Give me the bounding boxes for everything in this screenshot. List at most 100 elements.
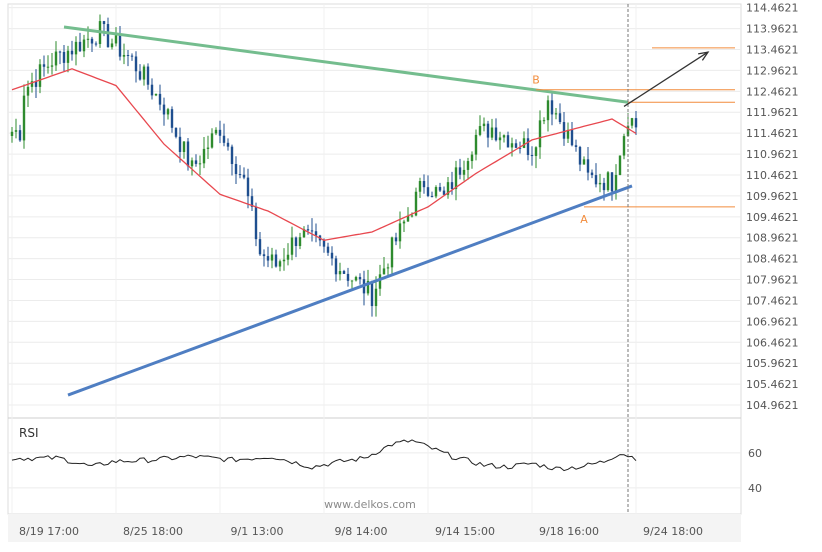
candle-body [42,64,46,67]
candle-body [550,100,554,115]
y-tick-label: 111.9621 [746,106,799,119]
candle-body [410,215,414,217]
candle-body [430,196,434,198]
candle-body [634,118,638,128]
candle-body [150,84,154,96]
candle-body [306,229,310,231]
candle-body [538,120,542,148]
candle-body [386,267,390,269]
candle-body [470,154,474,162]
candle-body [34,81,38,87]
candle-body [294,237,298,247]
candle-body [390,237,394,268]
candle-body [82,39,86,52]
candle-body [206,147,210,149]
y-tick-label: 106.4621 [746,336,799,349]
candle-body [594,175,598,185]
candle-body [26,86,30,96]
candle-body [194,160,198,164]
candle-body [230,146,234,165]
candle-body [126,55,130,57]
candle-body [510,143,514,148]
y-tick-label: 107.9621 [746,274,799,287]
candle-body [246,177,250,197]
candle-body [570,129,574,146]
candle-body [426,187,430,197]
candle-body [382,268,386,275]
y-tick-label: 104.9621 [746,399,799,412]
candle-body [502,135,506,138]
candle-body [18,130,22,141]
y-tick-label: 105.9621 [746,357,799,370]
candle-body [398,223,402,242]
y-tick-label: 111.4621 [746,127,799,140]
candle-body [586,159,590,173]
candle-body [462,169,466,175]
candle-body [414,191,418,216]
candle-body [310,230,314,232]
watermark: www.delkos.com [324,498,416,511]
candle-body [190,160,194,167]
candle-body [498,137,502,141]
candle-body [466,161,470,170]
y-tick-label: 110.4621 [746,169,799,182]
candle-body [210,133,214,148]
x-tick-label: 9/18 16:00 [539,525,599,538]
y-tick-label: 113.4621 [746,44,799,57]
candle-body [562,122,566,139]
candle-body [378,274,382,289]
candle-body [534,147,538,157]
candle-body [530,154,534,157]
y-tick-label: 113.9621 [746,23,799,36]
rsi-area [11,439,637,472]
candle-body [486,123,490,138]
candle-body [242,174,246,178]
candle-body [450,182,454,190]
candle-body [10,131,14,136]
candle-body [606,172,610,191]
candle-body [238,174,242,176]
y-tick-label: 114.4621 [746,2,799,15]
projection-arrow-head [698,51,710,61]
candle-body [554,113,558,115]
candle-body [130,55,134,57]
candle-body [66,50,70,63]
candle-body [90,38,94,44]
candle-body [422,181,426,188]
candle-body [118,35,122,57]
candle-body [38,64,42,87]
candle-body [474,134,478,155]
candle-body [162,104,166,115]
candle-body [214,129,218,134]
candle-body [158,93,162,105]
candle-body [482,123,486,127]
candle-body [582,159,586,165]
candle-body [402,221,406,224]
y-tick-label: 109.4621 [746,211,799,224]
y-tick-label: 110.9621 [746,148,799,161]
rsi-tick-label: 60 [748,447,762,460]
support-line [67,184,633,397]
candle-body [374,288,378,307]
x-tick-label: 9/1 13:00 [231,525,284,538]
candle-body [442,190,446,195]
candle-body [30,81,34,87]
candle-body [142,66,146,80]
candle-body [202,148,206,164]
candle-body [526,138,530,155]
candle-body [50,65,54,67]
candle-body [106,24,110,48]
candle-body [94,43,98,45]
candle-body [454,167,458,190]
candle-body [46,66,50,68]
candle-body [14,130,18,132]
candle-body [278,261,282,267]
candle-body [478,126,482,135]
candle-body [154,93,158,96]
x-axis-band [8,514,741,542]
candle-body [302,229,306,238]
candle-body [234,164,238,175]
candle-body [418,181,422,192]
candle-body [114,35,118,44]
